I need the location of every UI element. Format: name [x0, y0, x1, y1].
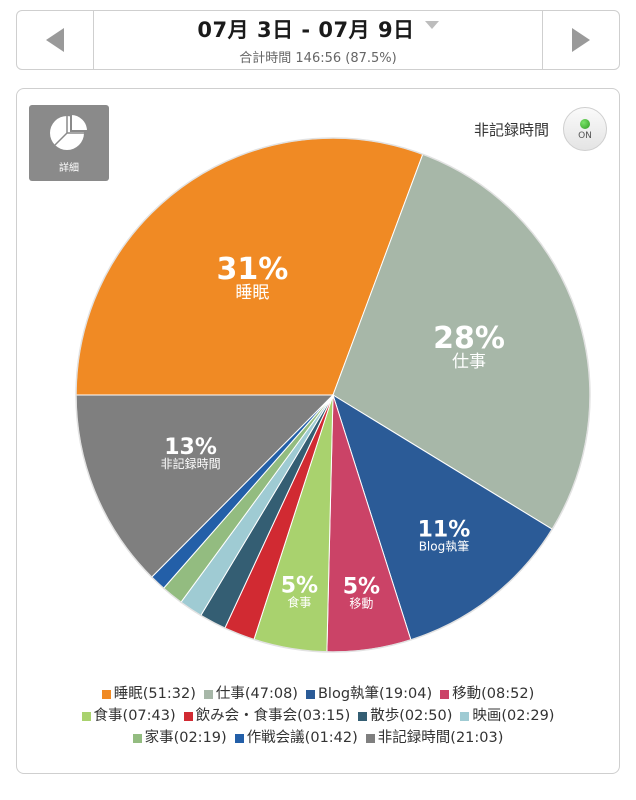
- legend-item: 散歩(02:50): [358, 705, 452, 727]
- legend-item: 移動(08:52): [440, 683, 534, 705]
- slice-percent-label: 13%: [164, 435, 217, 460]
- legend-label: 移動(08:52): [452, 686, 535, 702]
- legend-item: 映画(02:29): [460, 705, 554, 727]
- legend-item: 食事(07:43): [81, 705, 176, 727]
- date-range-selector[interactable]: 07月 3日 - 07月 9日 合計時間 146:56 (87.5%): [93, 11, 543, 69]
- legend-swatch: [234, 733, 244, 743]
- slice-percent-label: 11%: [418, 518, 471, 543]
- date-range-text: 07月 3日 - 07月 9日: [197, 18, 415, 42]
- unrecorded-time-label: 非記録時間: [473, 121, 549, 139]
- legend-swatch: [81, 711, 91, 721]
- detail-label: 詳細: [59, 163, 79, 174]
- pie-outline: [75, 137, 591, 653]
- legend-swatch: [305, 689, 315, 699]
- legend-label: 映画(02:29): [472, 708, 555, 724]
- next-week-button[interactable]: [542, 11, 619, 69]
- legend-label: 飲み会・食事会(03:15): [195, 708, 351, 724]
- slice-name-label: 仕事: [452, 352, 486, 372]
- legend-swatch: [358, 711, 368, 721]
- unrecorded-time-toggle[interactable]: ON: [563, 107, 607, 151]
- legend-label: 散歩(02:50): [370, 708, 453, 724]
- legend-item: 飲み会・食事会(03:15): [183, 705, 351, 727]
- legend-swatch: [101, 689, 111, 699]
- legend-label: 作戦会議(01:42): [246, 730, 358, 746]
- legend-swatch: [365, 733, 375, 743]
- legend-item: 家事(02:19): [132, 727, 227, 749]
- legend-item: 睡眠(51:32): [101, 683, 196, 705]
- legend-swatch: [132, 733, 142, 743]
- legend-swatch: [203, 689, 213, 699]
- slice-percent-label: 5%: [343, 574, 380, 599]
- legend-label: 食事(07:43): [93, 708, 176, 724]
- legend-item: 作戦会議(01:42): [234, 727, 358, 749]
- toggle-on-label: ON: [578, 131, 592, 141]
- date-navigation-bar: 07月 3日 - 07月 9日 合計時間 146:56 (87.5%): [16, 10, 620, 70]
- legend-label: 仕事(47:08): [215, 686, 298, 702]
- slice-percent-label: 31%: [216, 252, 288, 287]
- legend-item: Blog執筆(19:04): [305, 683, 433, 705]
- legend-item: 仕事(47:08): [203, 683, 298, 705]
- legend-row: 食事(07:43) 飲み会・食事会(03:15) 散歩(02:50) 映画(02:29…: [78, 705, 559, 727]
- legend-item: 非記録時間(21:03): [365, 727, 504, 749]
- legend-row: 家事(02:19) 作戦会議(01:42) 非記録時間(21:03): [129, 727, 508, 749]
- slice-percent-label: 28%: [433, 321, 505, 356]
- legend-label: Blog執筆(19:04): [317, 686, 433, 702]
- triangle-left-icon: [46, 28, 64, 52]
- slice-name-label: 食事: [287, 595, 311, 610]
- dropdown-triangle-icon: [424, 21, 439, 29]
- chart-panel: 31% 睡眠 28% 仕事 11% Blog執筆 5% 移動 5% 食事 13% 非記録時間 詳細 非…: [16, 88, 620, 774]
- pie-chart-icon: [50, 113, 90, 150]
- detail-button[interactable]: 詳細: [29, 105, 109, 181]
- legend-row: 睡眠(51:32) 仕事(47:08) Blog執筆(19:04) 移動(08:52): [98, 683, 538, 705]
- status-led-icon: [580, 119, 590, 129]
- previous-week-button[interactable]: [17, 11, 94, 69]
- triangle-right-icon: [572, 28, 590, 52]
- slice-percent-label: 5%: [281, 574, 318, 599]
- total-time-label: 合計時間 146:56 (87.5%): [239, 51, 397, 66]
- legend-swatch: [183, 711, 193, 721]
- chart-legend: 睡眠(51:32) 仕事(47:08) Blog執筆(19:04) 移動(08:52)…: [17, 683, 619, 749]
- slice-name-label: 移動: [349, 596, 373, 610]
- legend-label: 非記録時間(21:03): [377, 730, 504, 746]
- date-range-title: 07月 3日 - 07月 9日: [197, 14, 439, 44]
- legend-swatch: [460, 711, 470, 721]
- slice-name-label: 非記録時間: [161, 456, 221, 471]
- legend-label: 家事(02:19): [144, 730, 227, 746]
- slice-name-label: Blog執筆: [419, 540, 470, 554]
- legend-swatch: [440, 689, 450, 699]
- legend-label: 睡眠(51:32): [113, 686, 196, 702]
- slice-name-label: 睡眠: [235, 283, 269, 303]
